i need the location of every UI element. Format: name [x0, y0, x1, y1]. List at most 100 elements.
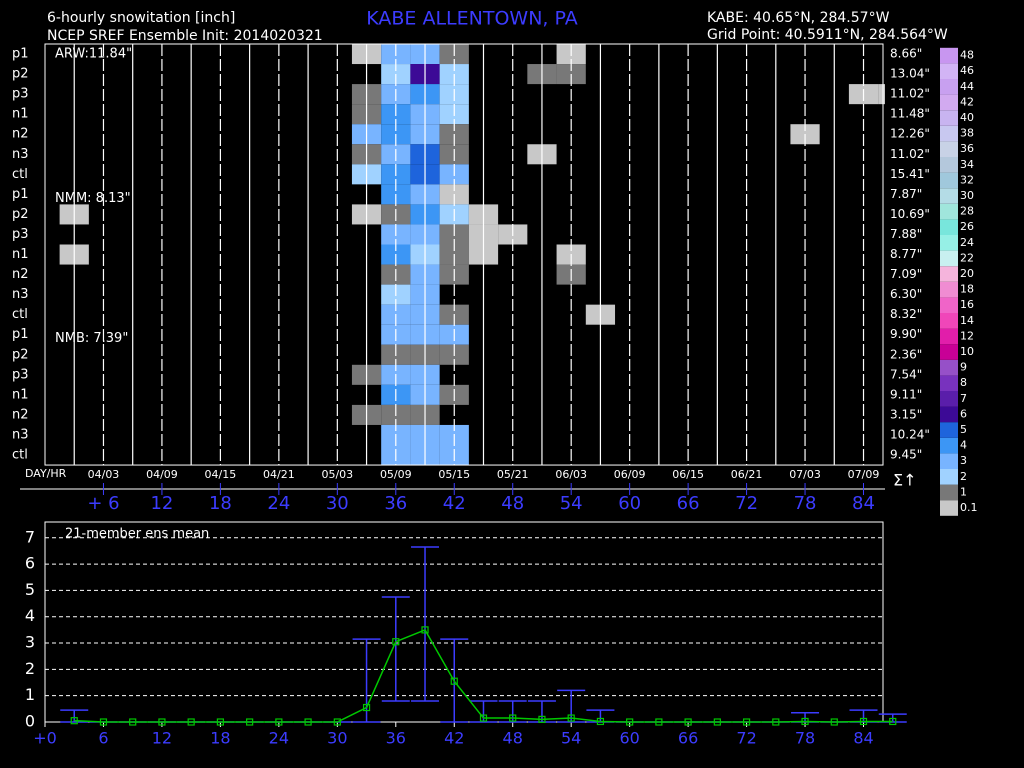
- x-tick-label: 6: [98, 729, 108, 748]
- chart-subtitle: NCEP SREF Ensemble Init: 2014020321: [47, 28, 323, 44]
- colorbar-swatch: [940, 297, 958, 313]
- panel-frame: [44, 521, 884, 723]
- row-label: n3: [12, 147, 29, 162]
- colorbar-label: 5: [960, 423, 967, 436]
- group-label: ARW:11.84": [55, 47, 132, 62]
- row-total: 15.41": [890, 167, 930, 181]
- row-label: p1: [12, 187, 29, 202]
- row-total: 6.30": [890, 287, 922, 301]
- day-label: 04/03: [88, 468, 120, 481]
- mean-line: [74, 628, 893, 723]
- colorbar-label: 18: [960, 283, 974, 296]
- colorbar-label: 40: [960, 111, 974, 124]
- colorbar-label: 36: [960, 142, 974, 155]
- mean-marker: [246, 718, 254, 726]
- colorbar-label: 12: [960, 329, 974, 342]
- mean-marker: [187, 718, 195, 726]
- x-tick-label: + 6: [87, 493, 119, 514]
- error-bar: [849, 709, 878, 723]
- x-tick-label: 18: [210, 729, 230, 748]
- mean-marker: [801, 717, 809, 726]
- mean-marker: [275, 718, 283, 726]
- colorbar-swatch: [940, 203, 958, 220]
- row-label: n2: [12, 127, 29, 142]
- mean-marker: [304, 718, 312, 726]
- x-tick-label: 60: [618, 493, 641, 514]
- mean-marker: [70, 717, 78, 725]
- x-tick-label: 84: [853, 729, 873, 748]
- x-tick-label: 66: [677, 493, 700, 514]
- colorbar-label: 46: [960, 64, 974, 77]
- x-tick-label: 78: [795, 729, 815, 748]
- colorbar-label: 3: [960, 454, 967, 467]
- panel-title: 21-member ens mean: [65, 527, 209, 542]
- x-tick-label: 30: [327, 729, 347, 748]
- colorbar-label: 26: [960, 220, 974, 233]
- row-total: 12.26": [890, 127, 930, 141]
- colorbar-label: 32: [960, 173, 974, 186]
- colorbar-swatch: [940, 359, 958, 376]
- row-label: p2: [12, 207, 29, 222]
- error-bar: [411, 546, 440, 702]
- day-label: 07/09: [848, 468, 880, 481]
- day-label: 04/09: [146, 468, 178, 481]
- colorbar-label: 42: [960, 95, 974, 108]
- day-label: 06/15: [672, 468, 704, 481]
- colorbar-label: 38: [960, 127, 974, 140]
- colorbar-swatch: [940, 375, 958, 391]
- station-name: KABE ALLENTOWN, PA: [366, 8, 577, 30]
- colorbar-label: 9: [960, 361, 967, 374]
- day-label: 06/21: [731, 468, 763, 481]
- mean-marker: [450, 677, 458, 685]
- colorbar-label: 10: [960, 345, 974, 358]
- colorbar-swatch: [940, 110, 958, 126]
- row-total: 7.54": [890, 367, 922, 381]
- colorbar-swatch: [940, 266, 958, 282]
- row-label: p1: [12, 47, 29, 62]
- colorbar-swatch: [940, 484, 958, 501]
- x-tick-label: 48: [503, 729, 523, 748]
- row-label: n1: [12, 247, 29, 262]
- day-label: 05/15: [438, 468, 470, 481]
- y-tick-label: 1: [25, 685, 35, 704]
- colorbar-swatch: [940, 453, 958, 469]
- mean-marker: [626, 718, 634, 726]
- mean-marker: [655, 718, 663, 726]
- group-label: NMM: 8.13": [55, 191, 131, 206]
- mean-marker: [509, 714, 517, 722]
- colorbar-swatch: [940, 469, 958, 485]
- colorbar-swatch: [940, 500, 958, 516]
- colorbar-label: 8: [960, 376, 967, 389]
- row-label: n2: [12, 407, 29, 422]
- y-tick-label: 3: [25, 633, 35, 652]
- panel-frame: [44, 43, 884, 466]
- mean-marker: [216, 718, 224, 726]
- row-label: p2: [12, 347, 29, 362]
- mean-marker: [596, 717, 605, 726]
- row-label: ctl: [12, 167, 28, 182]
- row-total: 10.69": [890, 207, 930, 221]
- row-total: 9.45": [890, 448, 922, 462]
- day-label: 04/15: [205, 468, 237, 481]
- mean-marker: [392, 638, 400, 646]
- colorbar-label: 20: [960, 267, 974, 280]
- row-label: n3: [12, 427, 29, 442]
- row-label: n2: [12, 267, 29, 282]
- x-tick-label: 78: [794, 493, 817, 514]
- mean-marker: [129, 718, 137, 726]
- station-coords: KABE: 40.65°N, 284.57°W: [707, 10, 890, 26]
- row-total: 9.11": [890, 387, 922, 401]
- x-tick-label: 66: [678, 729, 698, 748]
- row-label: p1: [12, 327, 29, 342]
- x-tick-label: 30: [326, 493, 349, 514]
- mean-marker: [889, 717, 897, 726]
- error-bar: [469, 700, 498, 723]
- mean-marker: [333, 718, 341, 726]
- colorbar-label: 30: [960, 189, 974, 202]
- y-tick-label: 0: [25, 712, 35, 731]
- colorbar-label: 44: [960, 80, 974, 93]
- error-bar: [557, 689, 586, 723]
- colorbar-swatch: [940, 391, 958, 407]
- row-label: ctl: [12, 448, 28, 463]
